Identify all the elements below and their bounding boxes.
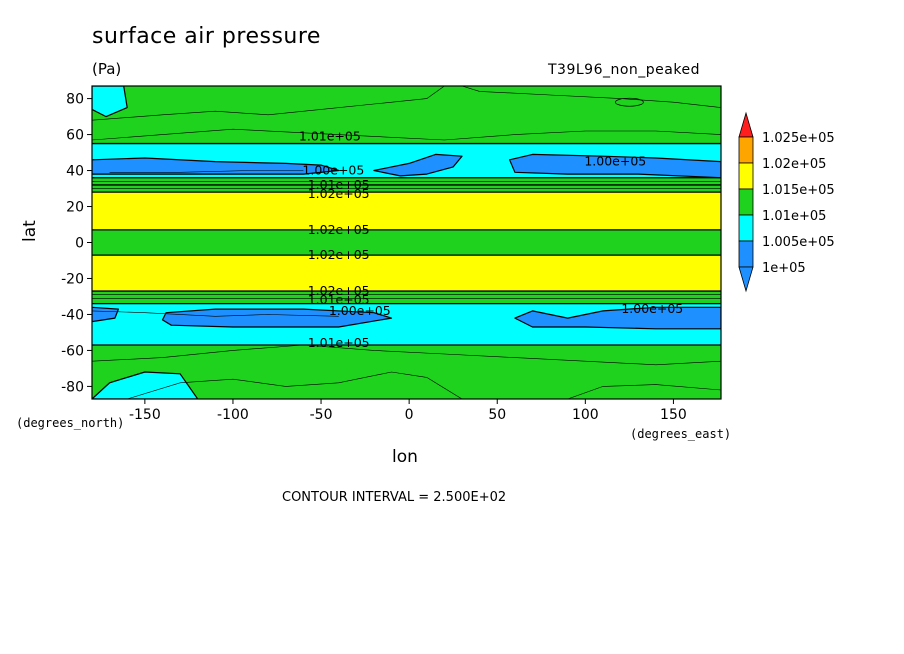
y-tick-label-7: 60 — [66, 128, 84, 144]
contour-thin-1 — [461, 86, 721, 108]
contour-interval-text: CONTOUR INTERVAL = 2.500E+02 — [282, 490, 507, 505]
contour-label-7: 1.02e+05 — [308, 283, 370, 298]
low-region-1 — [373, 153, 463, 177]
legend-label-4: 1.005e+05 — [762, 235, 835, 250]
contour-label-2: 1.00e+05 — [584, 154, 646, 169]
contour-field: 1.01e+051.00e+051.00e+051.01e+051.02e+05… — [92, 86, 721, 399]
contour-label-0: 1.01e+05 — [299, 128, 361, 143]
x-tick-label-3: 0 — [405, 407, 414, 423]
y-tick-label-5: 20 — [66, 200, 84, 216]
contour-thin-3 — [92, 344, 721, 366]
x-tick-label-6: 150 — [660, 407, 687, 423]
contour-label-11: 1.01e+05 — [308, 335, 370, 350]
contour-label-4: 1.02e+05 — [308, 186, 370, 201]
band-7 — [92, 291, 721, 304]
contour-label-1: 1.00e+05 — [302, 163, 364, 178]
y-tick-label-8: 80 — [66, 92, 84, 108]
contour-thin-7 — [92, 310, 339, 317]
legend-swatch-3 — [738, 214, 754, 242]
contour-label-6: 1.02e+05 — [308, 247, 370, 262]
legend-arrow-top — [738, 111, 754, 138]
contour-thin-2 — [92, 128, 721, 141]
low-region-4 — [161, 308, 393, 328]
contour-thin-4 — [127, 371, 463, 399]
x-tick-label-0: -150 — [129, 407, 161, 423]
contour-label-8: 1.01e+05 — [308, 292, 370, 307]
y-tick-label-1: -60 — [61, 343, 84, 359]
band-5 — [92, 229, 721, 256]
y-tick-label-6: 40 — [66, 164, 84, 180]
x-axis-label: lon — [392, 447, 418, 467]
contour-thin-6 — [109, 170, 304, 173]
legend-arrow-bottom — [738, 266, 754, 293]
contour-label-9: 1.00e+05 — [329, 303, 391, 318]
x-tick-label-1: -100 — [217, 407, 249, 423]
legend-label-3: 1.01e+05 — [762, 209, 826, 224]
band-0 — [92, 86, 721, 144]
legend-label-1: 1.02e+05 — [762, 157, 826, 172]
x-tick-label-4: 50 — [488, 407, 506, 423]
y-tick-label-2: -40 — [61, 307, 84, 323]
low-region-7 — [92, 86, 128, 118]
band-6 — [92, 255, 721, 292]
contour-label-5: 1.02e+05 — [308, 222, 370, 237]
x-axis-units: (degrees_east) — [630, 427, 732, 441]
legend-label-0: 1.025e+05 — [762, 131, 835, 146]
low-region-2 — [509, 153, 721, 179]
contour-label-10: 1.00e+05 — [621, 301, 683, 316]
legend-swatch-1 — [738, 162, 754, 190]
legend-swatch-0 — [738, 136, 754, 164]
low-region-5 — [514, 306, 721, 330]
contour-label-3: 1.01e+05 — [308, 177, 370, 192]
y-tick-label-3: -20 — [61, 271, 84, 287]
low-region-0 — [92, 157, 340, 175]
legend-label-2: 1.015e+05 — [762, 183, 835, 198]
x-tick-label-2: -50 — [310, 407, 333, 423]
low-region-6 — [92, 371, 199, 399]
x-tick-label-5: 100 — [572, 407, 599, 423]
y-tick-label-0: -80 — [61, 379, 84, 395]
y-tick-label-4: 0 — [75, 236, 84, 252]
contour-thin-5 — [567, 384, 721, 399]
y-axis-units: (degrees_north) — [16, 416, 125, 430]
dataset-label: T39L96_non_peaked — [548, 62, 700, 78]
legend-label-5: 1e+05 — [762, 261, 806, 276]
band-4 — [92, 192, 721, 230]
legend-swatch-2 — [738, 188, 754, 216]
legend-swatch-4 — [738, 240, 754, 268]
chart-title: surface air pressure — [92, 24, 321, 49]
contour-small-loop — [615, 97, 644, 107]
contour-thin-0 — [92, 86, 445, 121]
chart-units: (Pa) — [92, 60, 122, 78]
